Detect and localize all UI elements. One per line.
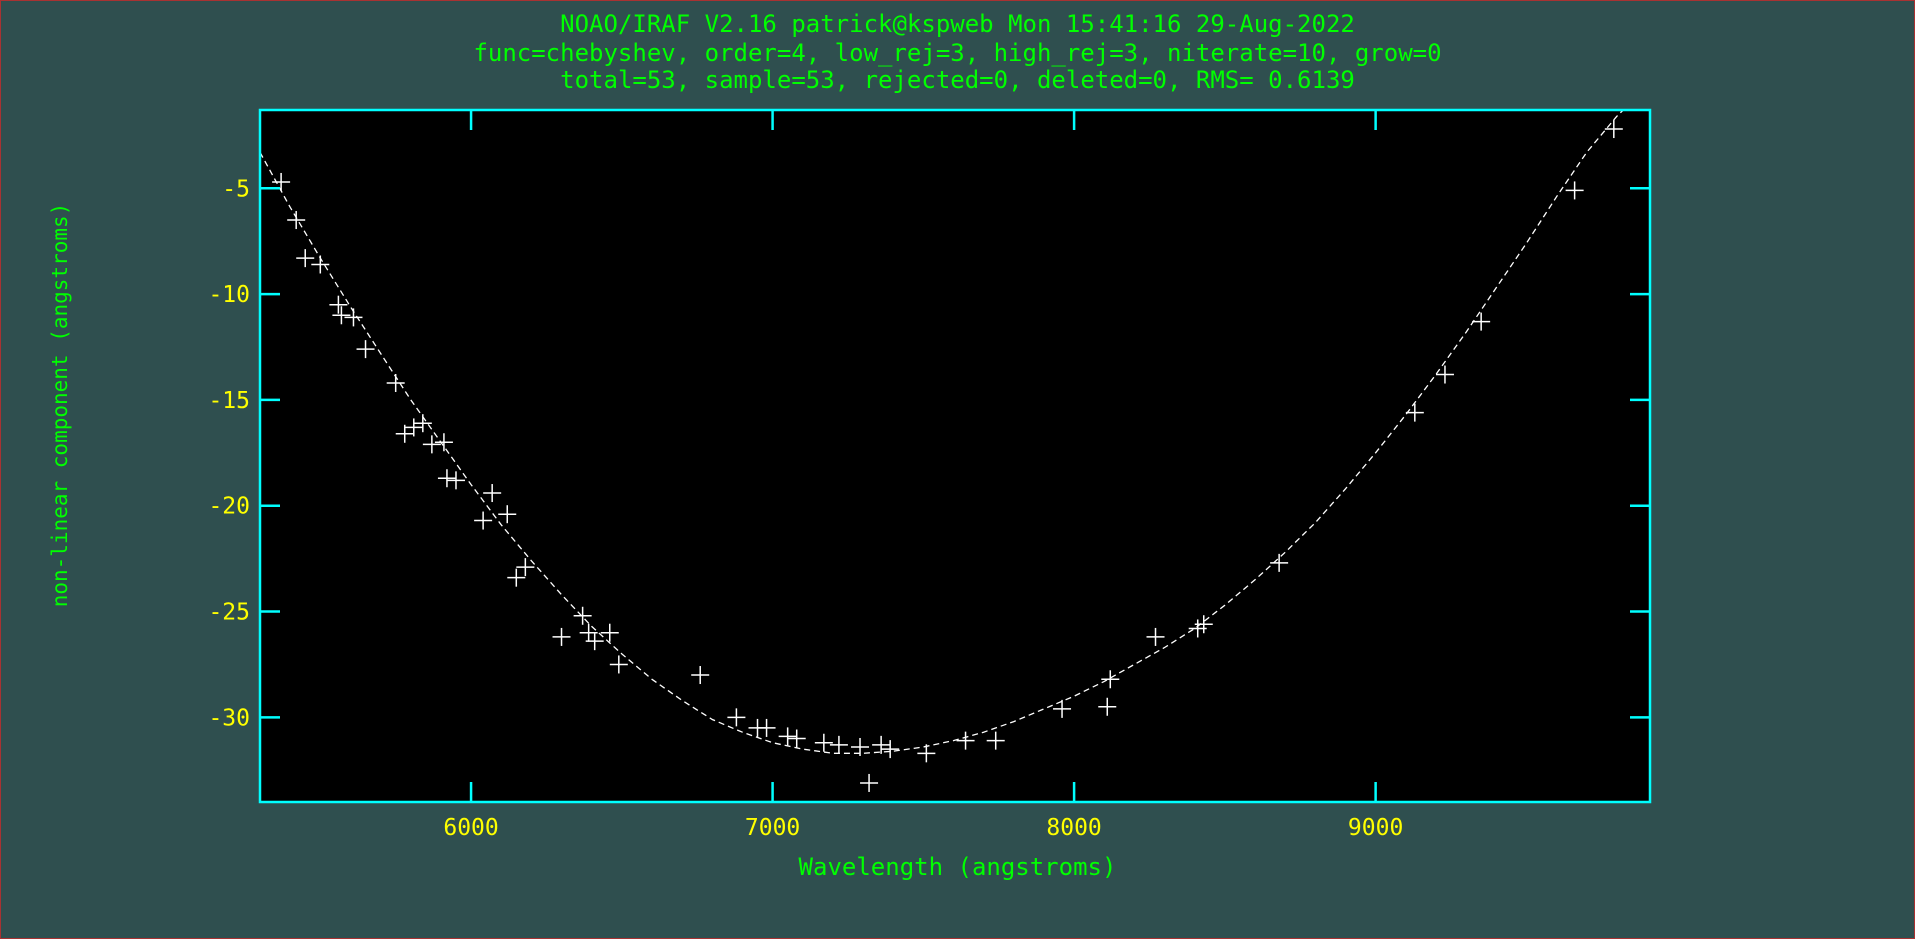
data-point — [1101, 670, 1120, 689]
data-point — [498, 505, 517, 524]
data-point — [1604, 120, 1623, 139]
data-point — [395, 424, 414, 443]
data-point — [404, 418, 423, 437]
data-point — [1098, 697, 1117, 716]
data-point — [311, 255, 330, 274]
data-point — [332, 306, 351, 325]
data-point — [386, 373, 405, 392]
data-point — [814, 733, 833, 752]
data-point — [507, 568, 526, 587]
x-tick-label: 9000 — [1348, 815, 1403, 841]
data-point — [727, 708, 746, 727]
data-point — [585, 632, 604, 651]
data-point — [860, 773, 879, 792]
y-tick-label: -20 — [208, 494, 250, 520]
data-point — [917, 744, 936, 763]
y-tick-label: -10 — [208, 282, 250, 308]
data-point — [872, 735, 891, 754]
data-point — [287, 211, 306, 230]
y-tick-label: -5 — [222, 176, 250, 202]
data-point — [296, 249, 315, 268]
points-layer — [272, 120, 1623, 792]
header-line-fit-stats: total=53, sample=53, rejected=0, deleted… — [560, 66, 1355, 94]
data-point — [356, 340, 375, 359]
x-tick-label: 8000 — [1046, 815, 1101, 841]
header-line-system: NOAO/IRAF V2.16 patrick@kspweb Mon 15:41… — [560, 10, 1355, 38]
data-point — [691, 666, 710, 685]
header-line-fit-params: func=chebyshev, order=4, low_rej=3, high… — [473, 39, 1442, 67]
data-point — [609, 655, 628, 674]
data-point — [422, 435, 441, 454]
data-point — [434, 433, 453, 452]
data-point — [474, 511, 493, 530]
y-tick-label: -30 — [208, 705, 250, 731]
data-point — [344, 308, 363, 327]
data-point — [446, 471, 465, 490]
data-point — [851, 737, 870, 756]
plot-area — [260, 110, 1650, 802]
data-point — [552, 627, 571, 646]
y-tick-label: -25 — [208, 600, 250, 626]
x-axis-label: Wavelength (angstroms) — [798, 853, 1117, 881]
tick-labels-layer: 6000 7000 8000 9000 -5 -10 -15 -20 -25 -30 — [208, 176, 1403, 841]
axes-layer — [258, 108, 1652, 804]
data-point — [956, 731, 975, 750]
data-point — [600, 623, 619, 642]
data-point — [1435, 365, 1454, 384]
fit-layer — [260, 110, 1625, 754]
data-point — [413, 414, 432, 433]
data-point — [1565, 181, 1584, 200]
data-point — [483, 484, 502, 503]
data-point — [986, 731, 1005, 750]
data-point — [1194, 615, 1213, 634]
data-point — [573, 606, 592, 625]
data-point — [1472, 312, 1491, 331]
data-point — [516, 558, 535, 577]
y-tick-label: -15 — [208, 388, 250, 414]
data-point — [272, 172, 291, 191]
data-point — [881, 740, 900, 759]
x-tick-label: 7000 — [745, 815, 800, 841]
x-tick-label: 6000 — [443, 815, 498, 841]
data-point — [787, 729, 806, 748]
fit-curve — [260, 110, 1625, 754]
data-point — [1270, 553, 1289, 572]
data-point — [778, 727, 797, 746]
data-point — [329, 295, 348, 314]
data-point — [1053, 699, 1072, 718]
data-point — [437, 469, 456, 488]
data-point — [829, 735, 848, 754]
y-axis-label: non-linear component (angstroms) — [48, 202, 72, 608]
axes-frame — [258, 108, 1652, 804]
data-point — [757, 718, 776, 737]
data-point — [1146, 627, 1165, 646]
data-point — [1405, 403, 1424, 422]
